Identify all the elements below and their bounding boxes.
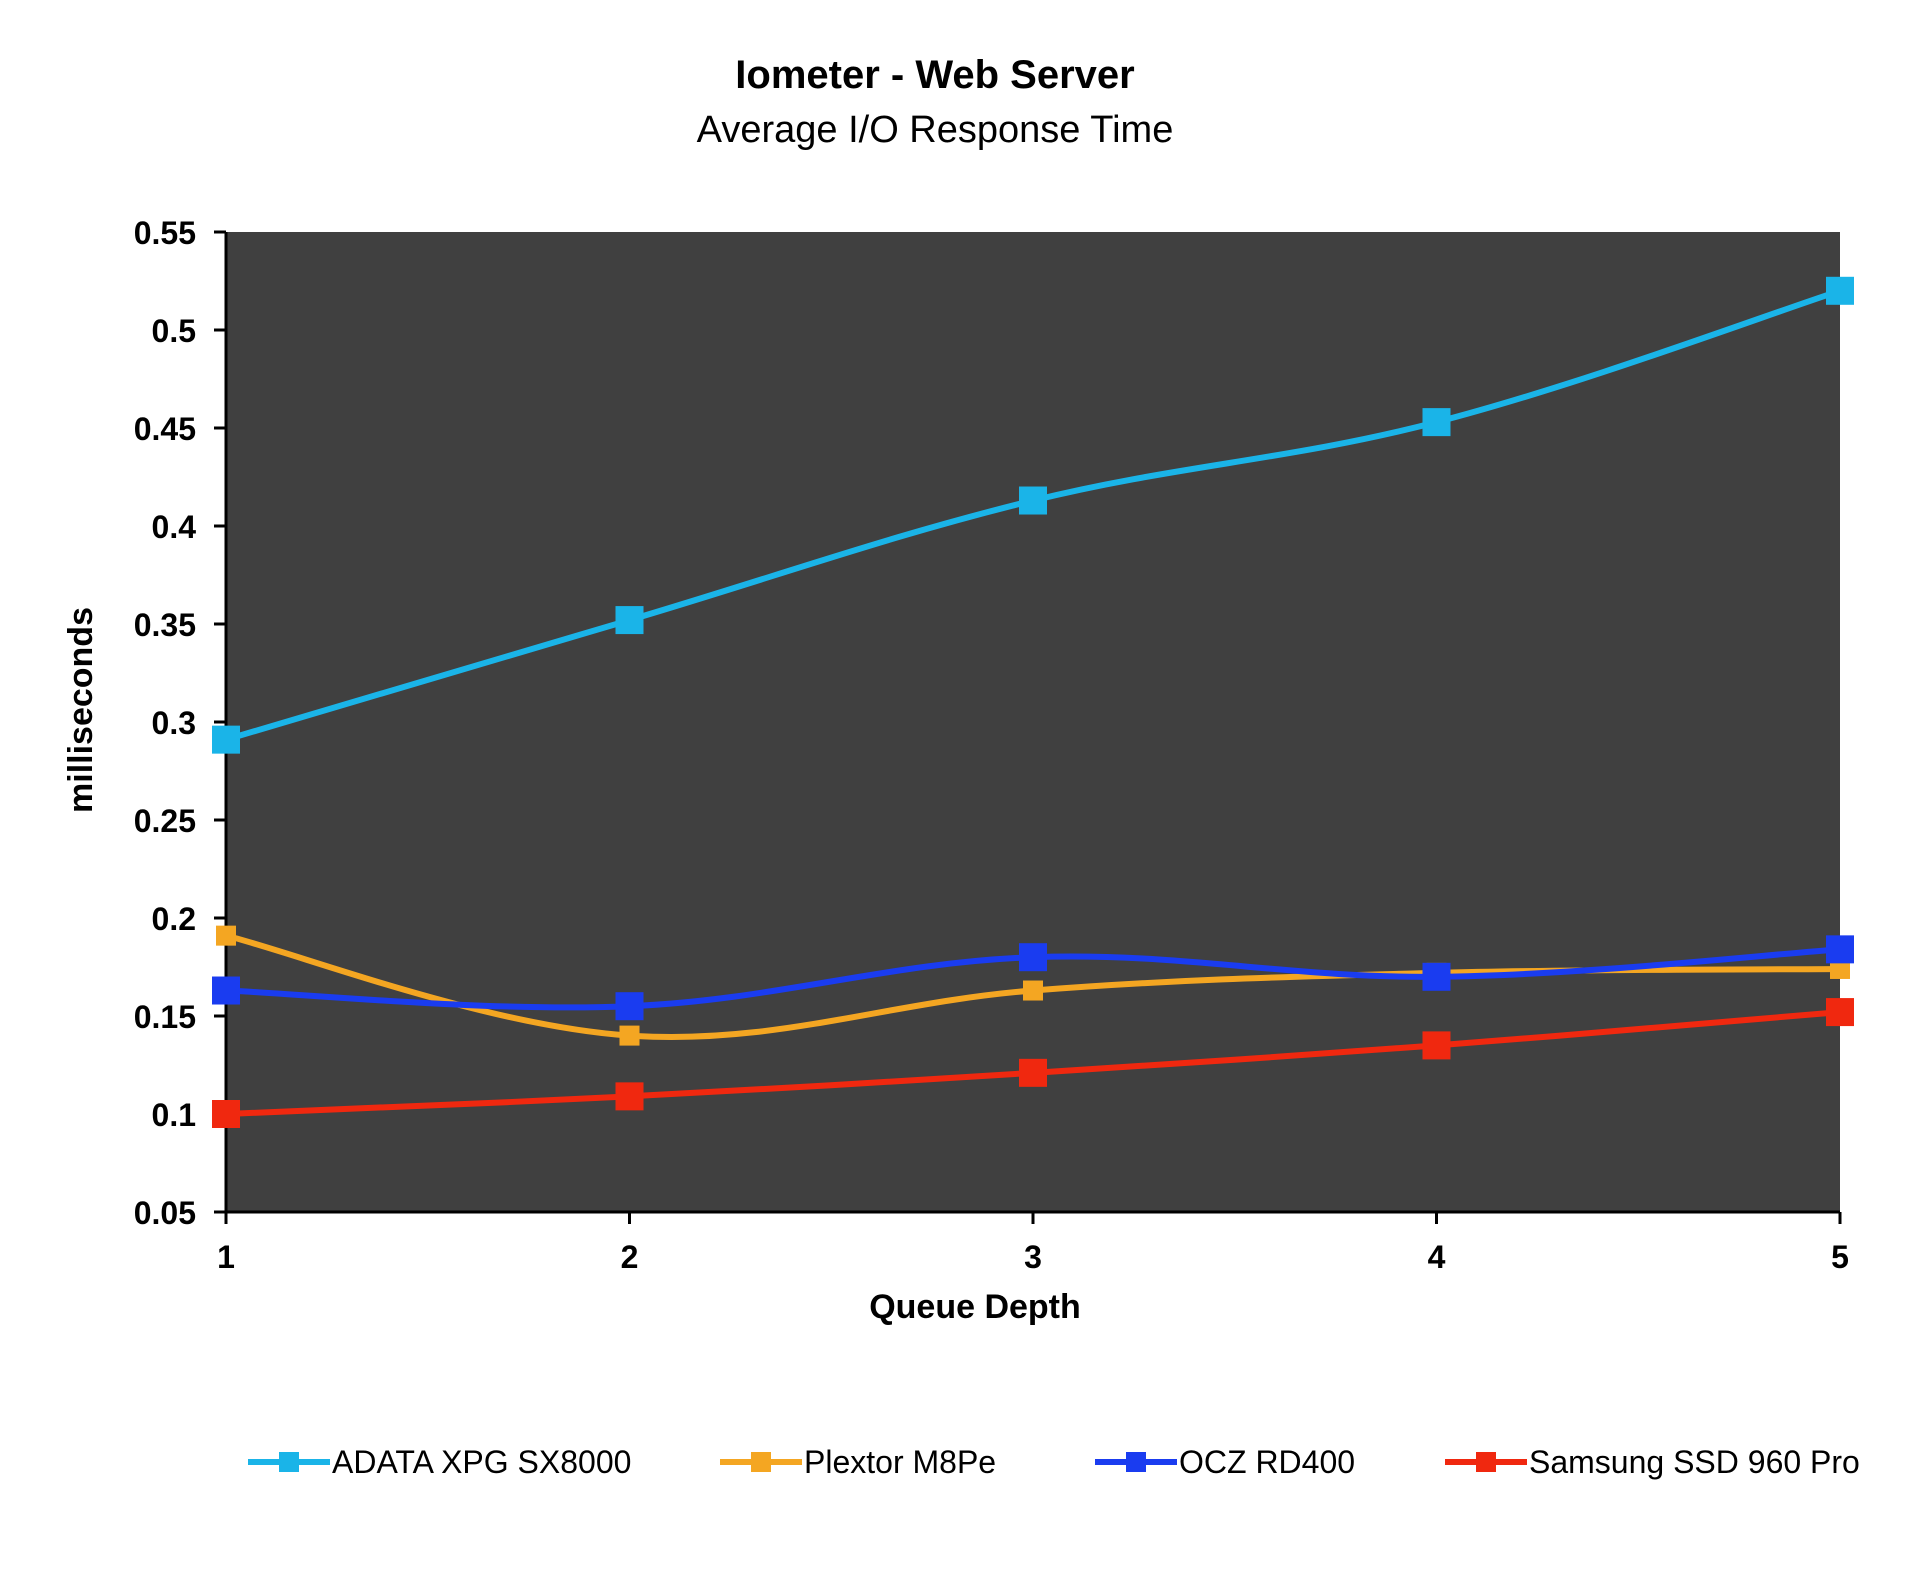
legend-label: Samsung SSD 960 Pro xyxy=(1529,1444,1860,1480)
y-tick-label: 0.25 xyxy=(134,803,196,839)
legend-marker xyxy=(751,1452,771,1472)
legend-item: ADATA XPG SX8000 xyxy=(248,1444,631,1480)
data-point xyxy=(212,1100,240,1128)
legend-label: ADATA XPG SX8000 xyxy=(332,1444,631,1480)
legend-item: Samsung SSD 960 Pro xyxy=(1445,1444,1860,1480)
legend-marker xyxy=(279,1452,299,1472)
chart-title: Iometer - Web Server xyxy=(735,53,1134,97)
chart-subtitle: Average I/O Response Time xyxy=(697,109,1174,151)
data-point xyxy=(1422,962,1451,991)
data-point xyxy=(212,976,240,1005)
y-tick-label: 0.35 xyxy=(134,607,196,643)
y-tick-label: 0.1 xyxy=(152,1097,196,1133)
series-3 xyxy=(212,935,1854,1021)
data-point xyxy=(1019,1058,1047,1087)
data-point xyxy=(1422,408,1451,437)
legend-item: Plextor M8Pe xyxy=(720,1444,996,1480)
data-point xyxy=(1826,276,1854,305)
data-point xyxy=(1830,958,1850,979)
x-tick-label: 4 xyxy=(1428,1239,1446,1275)
legend-marker xyxy=(1476,1452,1496,1472)
x-tick-label: 1 xyxy=(217,1239,235,1275)
data-point xyxy=(216,925,236,946)
series-4 xyxy=(212,998,1854,1128)
plot-area xyxy=(226,232,1840,1212)
x-tick-label: 3 xyxy=(1024,1239,1042,1275)
legend: ADATA XPG SX8000 Plextor M8Pe OCZ RD400 Sam… xyxy=(248,1444,1860,1480)
y-tick-label: 0.45 xyxy=(134,411,196,447)
y-tick-label: 0.4 xyxy=(152,509,197,545)
legend-marker xyxy=(1126,1452,1146,1472)
x-axis: 1 2 3 4 5 xyxy=(217,1210,1849,1275)
y-axis-label: milliseconds xyxy=(62,607,100,813)
data-point xyxy=(615,1082,644,1111)
data-point xyxy=(1019,486,1047,515)
legend-item: OCZ RD400 xyxy=(1095,1444,1355,1480)
y-axis: 0.05 0.1 0.15 0.2 0.25 0.3 0.35 0.4 0.45 0.5 0.55 xyxy=(134,215,228,1231)
x-tick-label: 5 xyxy=(1831,1239,1849,1275)
y-tick-label: 0.5 xyxy=(152,313,196,349)
data-point xyxy=(615,606,644,635)
data-point xyxy=(212,725,240,754)
y-tick-label: 0.15 xyxy=(134,999,196,1035)
y-tick-label: 0.3 xyxy=(152,705,196,741)
y-tick-label: 0.55 xyxy=(134,215,196,251)
legend-label: OCZ RD400 xyxy=(1179,1444,1355,1480)
data-point xyxy=(619,1025,640,1046)
data-point xyxy=(615,992,644,1021)
x-axis-label: Queue Depth xyxy=(869,1288,1081,1326)
x-tick-label: 2 xyxy=(621,1239,639,1275)
y-tick-label: 0.05 xyxy=(134,1195,196,1231)
data-point xyxy=(1826,998,1854,1027)
data-point xyxy=(1826,935,1854,964)
y-tick-label: 0.2 xyxy=(152,901,196,937)
data-point xyxy=(1023,980,1043,1001)
data-point xyxy=(1422,1031,1451,1060)
legend-label: Plextor M8Pe xyxy=(804,1444,996,1480)
series-1 xyxy=(212,276,1854,754)
data-point xyxy=(1019,943,1047,972)
series-group xyxy=(212,276,1854,1128)
